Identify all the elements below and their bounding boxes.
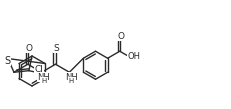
Text: O: O	[25, 44, 32, 53]
Text: Cl: Cl	[34, 65, 43, 74]
Text: S: S	[54, 44, 59, 53]
Text: H: H	[41, 78, 46, 84]
Text: OH: OH	[128, 52, 141, 61]
Text: O: O	[117, 32, 124, 41]
Text: NH: NH	[65, 73, 78, 82]
Text: S: S	[5, 56, 11, 66]
Text: H: H	[69, 78, 74, 84]
Text: NH: NH	[37, 73, 50, 82]
